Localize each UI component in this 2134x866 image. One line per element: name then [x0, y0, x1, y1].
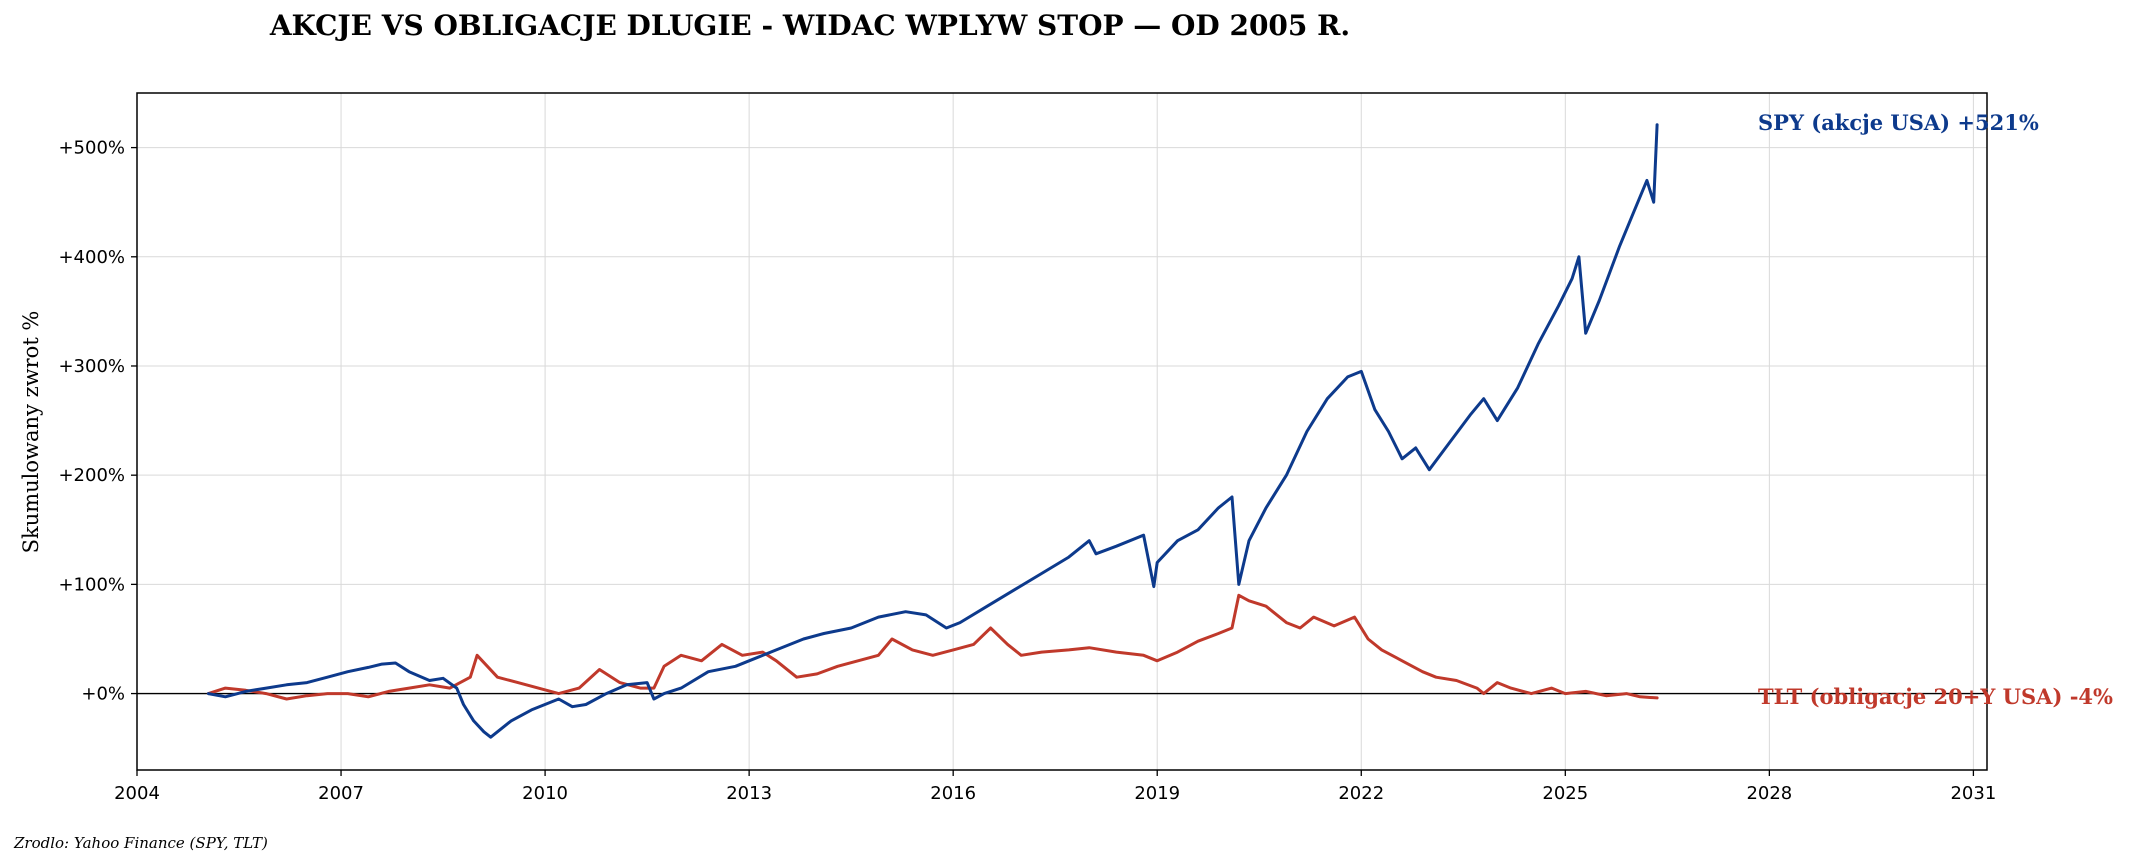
y-tick-label: +400%	[58, 247, 125, 268]
series-lines	[206, 123, 1659, 739]
y-axis-label: Skumulowany zwrot %	[19, 311, 43, 554]
x-axis: 2004 2007 2010 2013 2016 2019 2022 2025 2028 2031	[114, 770, 1996, 804]
spy-end-label: SPY (akcje USA) +521%	[1758, 110, 2039, 135]
source-note: Zrodlo: Yahoo Finance (SPY, TLT)	[13, 834, 268, 852]
y-tick-label: +200%	[58, 465, 125, 486]
tlt-end-label: TLT (obligacje 20+Y USA) -4%	[1758, 684, 2113, 709]
grid	[136, 93, 1987, 770]
x-tick-label: 2031	[1950, 783, 1996, 804]
x-tick-label: 2004	[114, 783, 160, 804]
x-tick-label: 2016	[930, 783, 976, 804]
plot-area	[136, 92, 1988, 771]
x-tick-label: 2010	[522, 783, 568, 804]
x-tick-label: 2022	[1338, 783, 1384, 804]
x-tick-label: 2013	[726, 783, 772, 804]
y-tick-label: +100%	[58, 574, 125, 595]
y-tick-label: +0%	[81, 684, 125, 705]
y-tick-label: +300%	[58, 356, 125, 377]
spy-series-line	[206, 123, 1659, 739]
chart-title: AKCJE VS OBLIGACJE DLUGIE - WIDAC WPLYW …	[269, 9, 1350, 42]
x-tick-label: 2007	[318, 783, 364, 804]
x-tick-label: 2025	[1542, 783, 1588, 804]
y-axis: +0% +100% +200% +300% +400% +500%	[58, 138, 137, 705]
x-tick-label: 2028	[1746, 783, 1792, 804]
tlt-series-line	[206, 593, 1659, 701]
x-tick-label: 2019	[1134, 783, 1180, 804]
y-tick-label: +500%	[58, 138, 125, 159]
